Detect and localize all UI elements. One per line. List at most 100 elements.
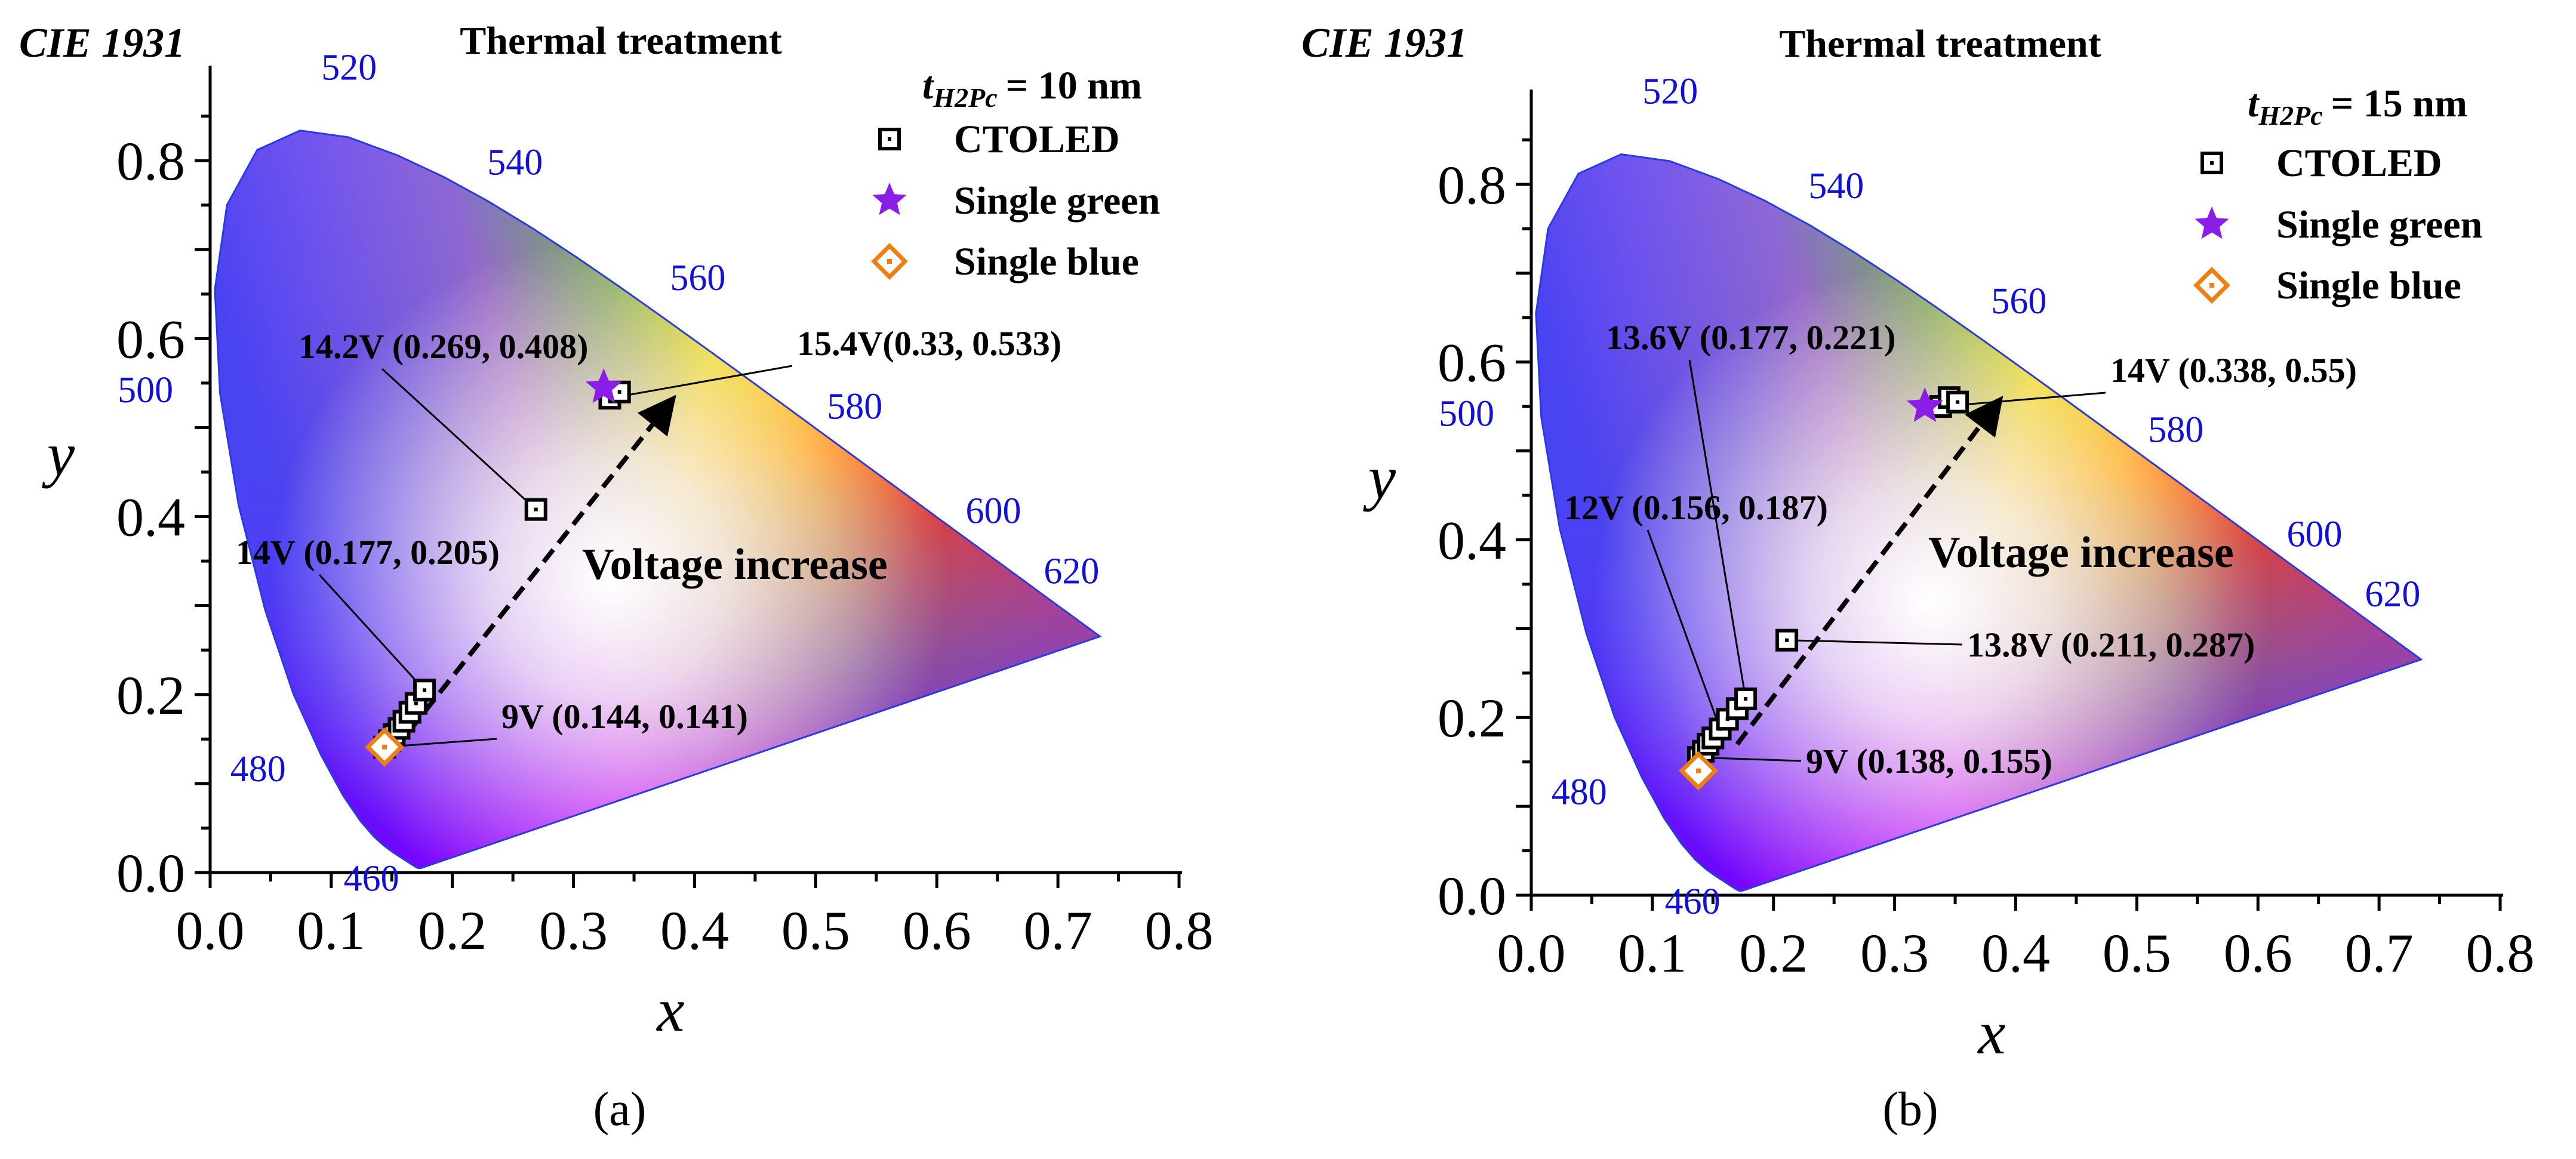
single-blue-point-dot bbox=[382, 744, 387, 750]
x-axis-label: x bbox=[1977, 998, 2005, 1067]
white-point-glow bbox=[214, 130, 1100, 868]
white-point-glow bbox=[1535, 154, 2421, 891]
legend-label: Single green bbox=[2276, 203, 2482, 246]
panel-caption: (b) bbox=[1882, 1083, 1938, 1136]
annotation-label: 14.2V (0.269, 0.408) bbox=[298, 327, 588, 366]
x-tick-label: 0.4 bbox=[660, 900, 729, 961]
x-tick-label: 0.8 bbox=[2466, 923, 2535, 984]
wavelength-label-600: 600 bbox=[2287, 514, 2343, 554]
annotation-label: 9V (0.138, 0.155) bbox=[1806, 742, 2052, 781]
legend-label: Single blue bbox=[954, 240, 1139, 283]
wavelength-label-620: 620 bbox=[2365, 574, 2420, 615]
panel-b: 0.0 0.1 0.2 0.3 0.4 0.5 0.6 0.7 0.8 0.0 0.2 0.4 0.6 0… bbox=[1301, 20, 2535, 1136]
annotation-label: 13.8V (0.211, 0.287) bbox=[1967, 625, 2255, 664]
x-tick-label: 0.7 bbox=[1024, 900, 1092, 961]
legend-label: CTOLED bbox=[2276, 141, 2442, 185]
single-blue-point-dot bbox=[1695, 768, 1701, 773]
y-tick-label: 0.0 bbox=[116, 843, 185, 904]
ctoled-point-dot bbox=[414, 701, 418, 705]
wavelength-label-540: 540 bbox=[487, 142, 543, 183]
ctoled-point-dot bbox=[423, 688, 427, 692]
x-tick-label: 0.3 bbox=[1860, 923, 1929, 984]
x-axis-label: x bbox=[655, 976, 684, 1044]
y-tick-label: 0.6 bbox=[116, 309, 185, 369]
spectral-locus bbox=[214, 130, 1102, 870]
annotation-label: 12V (0.156, 0.187) bbox=[1564, 488, 1828, 527]
panel-caption: (a) bbox=[593, 1083, 647, 1136]
wavelength-label-500: 500 bbox=[118, 370, 173, 411]
x-tick-label: 0.5 bbox=[2103, 923, 2171, 984]
legend-marker-single-green bbox=[2195, 206, 2229, 239]
legend-marker-single-blue-dot bbox=[2209, 283, 2214, 288]
annotation-leader bbox=[1698, 756, 1802, 762]
annotation-leader bbox=[381, 368, 537, 510]
voltage-arrow bbox=[408, 394, 676, 732]
x-tick-label: 0.3 bbox=[539, 900, 608, 961]
wavelength-label-460: 460 bbox=[344, 859, 399, 899]
legend-label: CTOLED bbox=[954, 118, 1120, 161]
wavelength-label-540: 540 bbox=[1808, 166, 1864, 206]
x-tick-label: 0.8 bbox=[1145, 900, 1214, 961]
annotation-label: 14V (0.338, 0.55) bbox=[2110, 351, 2357, 390]
ctoled-point-dot bbox=[534, 507, 538, 511]
y-tick-label: 0.2 bbox=[116, 665, 185, 726]
annotation-label: 9V (0.144, 0.141) bbox=[501, 697, 748, 736]
ctoled-point-dot bbox=[617, 390, 621, 394]
wavelength-label-480: 480 bbox=[1552, 772, 1607, 812]
wavelength-label-520: 520 bbox=[1642, 72, 1698, 112]
legend-marker-ctoled-dot bbox=[888, 137, 891, 141]
y-tick-label: 0.4 bbox=[1438, 510, 1506, 571]
x-tick-label: 0.1 bbox=[1618, 923, 1686, 984]
wavelength-label-480: 480 bbox=[230, 749, 286, 790]
legend-marker-single-blue-dot bbox=[887, 259, 892, 264]
y-tick-label: 0.6 bbox=[1438, 332, 1506, 393]
annotation-label: 15.4V(0.33, 0.533) bbox=[797, 324, 1061, 363]
x-tick-label: 0.6 bbox=[2224, 923, 2292, 984]
x-tick-label: 0.2 bbox=[418, 900, 487, 961]
x-tick-label: 0.7 bbox=[2345, 923, 2414, 984]
single-green-point bbox=[585, 368, 622, 403]
wavelength-label-560: 560 bbox=[670, 258, 725, 298]
spectral-locus bbox=[1535, 153, 2423, 892]
wavelength-label-520: 520 bbox=[321, 48, 377, 88]
chart-title: Thermal treatment bbox=[460, 19, 781, 63]
y-tick-label: 0.0 bbox=[1438, 865, 1506, 926]
y-tick-label: 0.4 bbox=[116, 487, 185, 548]
chart-title: Thermal treatment bbox=[1779, 22, 2101, 66]
y-tick-label: 0.8 bbox=[1438, 155, 1506, 215]
wavelength-label-580: 580 bbox=[827, 386, 882, 427]
voltage-arrow bbox=[1735, 396, 2003, 746]
x-tick-label: 0.5 bbox=[781, 900, 850, 961]
ctoled-point-dot bbox=[1744, 696, 1748, 701]
annotation-leader bbox=[1646, 529, 1721, 730]
wavelength-label-620: 620 bbox=[1044, 551, 1099, 591]
wavelength-label-580: 580 bbox=[2148, 410, 2203, 451]
ctoled-point-dot bbox=[1785, 638, 1789, 642]
wavelength-label-500: 500 bbox=[1439, 393, 1494, 434]
annotation-label: 13.6V (0.177, 0.221) bbox=[1606, 318, 1895, 357]
cie-label: CIE 1931 bbox=[19, 20, 185, 66]
x-tick-label: 0.0 bbox=[1497, 923, 1566, 984]
legend-label: Single blue bbox=[2276, 264, 2461, 307]
legend-label: Single green bbox=[954, 179, 1160, 223]
cie-label: CIE 1931 bbox=[1301, 20, 1467, 66]
single-green-point bbox=[1906, 387, 1943, 422]
y-axis-label: y bbox=[42, 420, 75, 489]
y-tick-label: 0.2 bbox=[1438, 688, 1506, 748]
annotation-leader bbox=[318, 574, 426, 691]
ctoled-point bbox=[1775, 628, 1799, 652]
voltage-increase-label: Voltage increase bbox=[582, 540, 888, 589]
wavelength-label-460: 460 bbox=[1665, 881, 1721, 922]
y-axis-label: y bbox=[1363, 443, 1396, 512]
voltage-increase-label: Voltage increase bbox=[1928, 528, 2234, 577]
thickness-label: tH2Pc = 15 nm bbox=[2248, 82, 2467, 131]
x-tick-label: 0.0 bbox=[176, 900, 245, 961]
ctoled-point bbox=[1946, 390, 1969, 414]
x-tick-label: 0.4 bbox=[1981, 923, 2050, 984]
wavelength-label-600: 600 bbox=[966, 491, 1021, 532]
legend-marker-single-green bbox=[872, 183, 907, 215]
y-tick-label: 0.8 bbox=[116, 131, 185, 192]
annotation-leader bbox=[1688, 359, 1747, 699]
annotation-label: 14V (0.177, 0.205) bbox=[236, 533, 500, 572]
